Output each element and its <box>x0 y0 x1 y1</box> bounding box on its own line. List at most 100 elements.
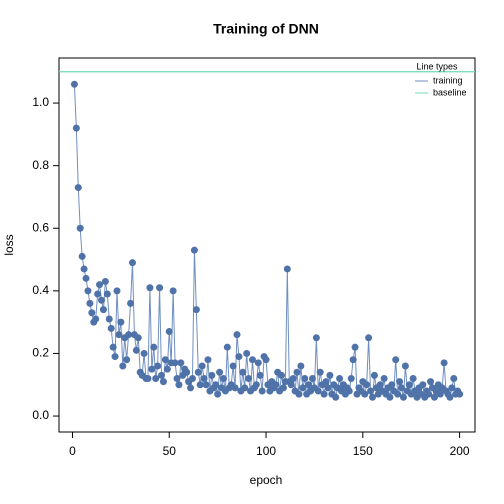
data-point <box>456 390 464 398</box>
data-point <box>175 381 183 389</box>
chart-title: Training of DNN <box>213 21 319 37</box>
data-point <box>148 365 156 373</box>
y-tick-label: 0.8 <box>32 158 49 172</box>
legend-title: Line types <box>416 61 458 71</box>
data-point <box>187 384 195 392</box>
data-point <box>84 287 92 295</box>
y-axis-label: loss <box>2 234 16 255</box>
data-point <box>399 393 407 401</box>
data-point <box>254 359 262 367</box>
data-point <box>134 334 142 342</box>
data-point <box>332 393 340 401</box>
data-point <box>173 374 181 382</box>
data-point <box>440 359 448 367</box>
data-point <box>204 356 212 364</box>
data-point <box>156 284 164 292</box>
series-line <box>73 84 461 399</box>
data-point <box>190 246 198 254</box>
data-point <box>94 290 102 298</box>
data-point <box>386 393 394 401</box>
data-point <box>192 306 200 314</box>
data-point <box>243 349 251 357</box>
data-point <box>92 315 100 323</box>
data-point <box>436 390 444 398</box>
data-point <box>320 390 328 398</box>
data-point <box>409 374 417 382</box>
data-point <box>70 80 78 88</box>
y-tick-label: 0.6 <box>32 220 49 234</box>
data-point <box>105 315 113 323</box>
data-point <box>262 356 270 364</box>
data-point <box>235 353 243 361</box>
data-point <box>202 381 210 389</box>
data-point <box>446 393 454 401</box>
data-point <box>115 331 123 339</box>
data-point <box>324 384 332 392</box>
data-point <box>425 390 433 398</box>
data-point <box>150 343 158 351</box>
data-point <box>248 356 256 364</box>
data-point <box>368 393 376 401</box>
data-point <box>365 334 373 342</box>
data-point <box>388 381 396 389</box>
data-point <box>223 343 231 351</box>
data-point <box>158 371 166 379</box>
data-point <box>272 381 280 389</box>
data-point <box>345 387 353 395</box>
data-point <box>289 374 297 382</box>
data-point <box>398 384 406 392</box>
y-tick-label: 1.0 <box>32 95 49 109</box>
data-point <box>78 252 86 260</box>
y-tick-label: 0.4 <box>32 283 49 297</box>
data-point <box>283 265 291 273</box>
x-axis-label: epoch <box>250 473 283 487</box>
data-point <box>165 328 173 336</box>
data-point <box>183 368 191 376</box>
data-point <box>392 356 400 364</box>
data-point <box>200 374 208 382</box>
data-point <box>74 184 82 192</box>
data-point <box>132 346 140 354</box>
data-point <box>258 387 266 395</box>
data-point <box>128 259 136 267</box>
data-point <box>125 331 133 339</box>
data-point <box>370 371 378 379</box>
data-point <box>252 381 260 389</box>
data-point <box>212 381 220 389</box>
data-point <box>161 356 169 364</box>
data-point <box>427 378 435 386</box>
data-point <box>312 334 320 342</box>
data-point <box>279 384 287 392</box>
data-point <box>117 318 125 326</box>
data-point <box>241 384 249 392</box>
data-point <box>196 381 204 389</box>
data-point <box>146 284 154 292</box>
data-point <box>308 374 316 382</box>
x-tick-label: 100 <box>256 444 276 458</box>
data-point <box>76 224 84 232</box>
data-point <box>103 290 111 298</box>
data-point <box>278 371 286 379</box>
data-point <box>363 381 371 389</box>
data-point <box>214 390 222 398</box>
data-point <box>219 374 227 382</box>
data-point <box>256 371 264 379</box>
data-point <box>401 362 409 370</box>
x-tick-label: 0 <box>69 444 76 458</box>
data-point <box>198 362 206 370</box>
data-point <box>450 374 458 382</box>
data-point <box>233 331 241 339</box>
data-point <box>299 384 307 392</box>
data-point <box>396 378 404 386</box>
x-tick-label: 50 <box>163 444 177 458</box>
data-point <box>99 306 107 314</box>
x-tick-label: 150 <box>353 444 373 458</box>
data-point <box>336 374 344 382</box>
data-point <box>152 374 160 382</box>
data-point <box>163 365 171 373</box>
data-point <box>229 362 237 370</box>
data-point <box>287 381 295 389</box>
y-tick-label: 0.0 <box>32 408 49 422</box>
data-point <box>82 274 90 282</box>
